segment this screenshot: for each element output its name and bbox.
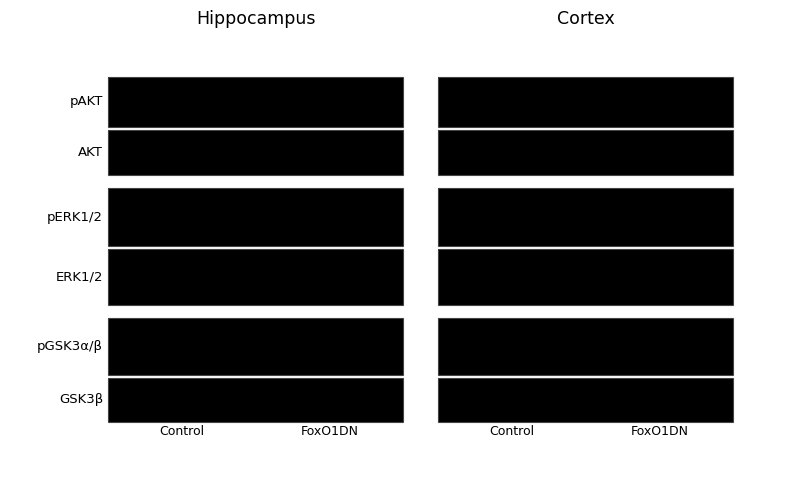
Bar xyxy=(108,318,403,375)
Text: pGSK3α/β: pGSK3α/β xyxy=(37,340,103,353)
Bar xyxy=(438,188,733,246)
Bar xyxy=(438,318,733,375)
Text: Control: Control xyxy=(159,425,204,438)
Text: FoxO1DN: FoxO1DN xyxy=(630,425,689,438)
Bar xyxy=(438,378,733,422)
Text: GSK3β: GSK3β xyxy=(58,394,103,406)
Text: pAKT: pAKT xyxy=(70,96,103,108)
Text: Hippocampus: Hippocampus xyxy=(195,10,315,28)
Bar xyxy=(108,249,403,305)
Text: FoxO1DN: FoxO1DN xyxy=(300,425,358,438)
Text: AKT: AKT xyxy=(78,146,103,159)
Text: pERK1/2: pERK1/2 xyxy=(47,210,103,224)
Bar xyxy=(438,249,733,305)
Text: ERK1/2: ERK1/2 xyxy=(55,270,103,284)
Bar xyxy=(108,378,403,422)
Bar xyxy=(108,77,403,127)
Bar xyxy=(438,77,733,127)
Text: Control: Control xyxy=(489,425,534,438)
Bar xyxy=(108,188,403,246)
Text: Cortex: Cortex xyxy=(556,10,615,28)
Bar xyxy=(108,130,403,175)
Bar xyxy=(438,130,733,175)
